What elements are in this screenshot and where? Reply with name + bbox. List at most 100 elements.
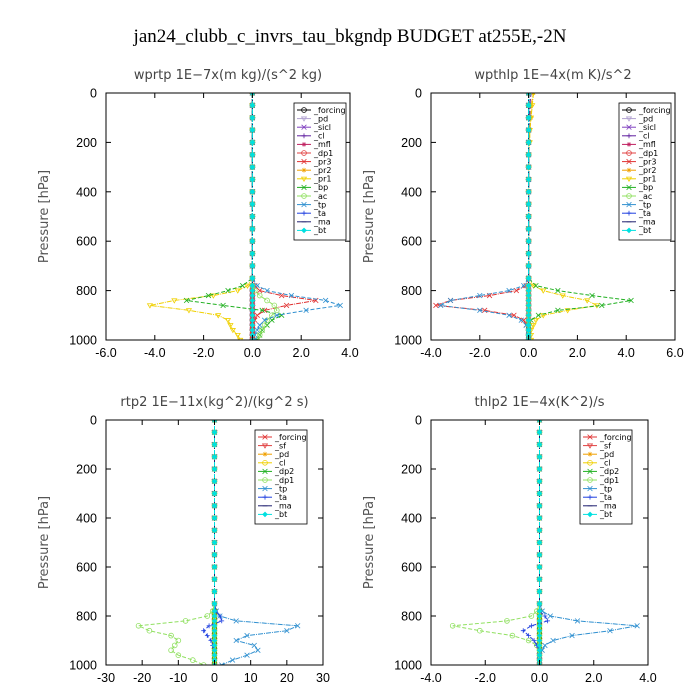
data-point bbox=[559, 293, 566, 299]
x-tick-label: 2.0 bbox=[585, 671, 602, 685]
x-tick-label: 0.0 bbox=[520, 346, 537, 360]
data-point bbox=[536, 564, 543, 570]
data-point bbox=[536, 576, 543, 583]
legend-label: _pd bbox=[274, 450, 289, 459]
data-point bbox=[528, 613, 535, 619]
plot-frame bbox=[105, 92, 351, 341]
panel-title: wprtp 1E−7x(m kg)/(s^2 kg) bbox=[134, 68, 322, 83]
legend-item: _pd bbox=[258, 450, 289, 459]
legend-item: _pr1 bbox=[297, 175, 331, 184]
legend-item: _dp1 bbox=[258, 476, 294, 485]
data-point bbox=[175, 652, 182, 658]
legend-label: _dp1 bbox=[599, 476, 619, 485]
legend-label: _dp2 bbox=[274, 467, 294, 476]
data-point bbox=[249, 263, 256, 269]
legend-label: _tp bbox=[313, 200, 326, 209]
legend-label: _forcing bbox=[599, 433, 632, 442]
data-point bbox=[284, 628, 290, 634]
data-point bbox=[447, 297, 454, 304]
data-point bbox=[211, 478, 218, 485]
data-point bbox=[256, 292, 263, 299]
legend-label: _bt bbox=[599, 510, 612, 519]
legend-label: _sicl bbox=[638, 123, 656, 132]
data-point bbox=[249, 127, 256, 133]
data-point bbox=[249, 93, 256, 96]
legend-item: _pd bbox=[297, 114, 328, 123]
legend-item: _bp bbox=[622, 183, 653, 192]
x-tick-label: 4.0 bbox=[618, 346, 635, 360]
legend: _forcing_pd_sicl_cl_mfl_dp1_pr3_pr2_pr1_… bbox=[293, 102, 347, 241]
data-point bbox=[171, 298, 178, 304]
data-point bbox=[146, 627, 153, 634]
legend-marker bbox=[587, 477, 593, 483]
data-point bbox=[569, 632, 575, 639]
data-point bbox=[249, 176, 256, 183]
legend-item: _pd bbox=[583, 450, 614, 459]
data-point bbox=[536, 662, 543, 665]
legend-item: _sicl bbox=[622, 123, 656, 132]
legend-item: _ma bbox=[583, 502, 617, 511]
plot-area bbox=[135, 420, 301, 665]
legend-marker bbox=[301, 210, 307, 216]
legend-marker bbox=[301, 124, 307, 130]
x-tick-label: -4.0 bbox=[420, 671, 442, 685]
data-point bbox=[249, 201, 256, 207]
legend-marker bbox=[587, 485, 593, 492]
legend-item: _pr3 bbox=[622, 157, 656, 166]
legend-item: _tp bbox=[622, 200, 651, 209]
data-point bbox=[227, 323, 234, 329]
data-point bbox=[525, 93, 532, 96]
x-tick-label: -2.0 bbox=[469, 346, 491, 360]
legend-marker bbox=[626, 142, 632, 147]
legend-label: _cl bbox=[274, 459, 286, 468]
legend-item: _bp bbox=[297, 183, 328, 192]
data-point bbox=[261, 322, 268, 328]
legend-label: _ma bbox=[313, 218, 331, 227]
x-tick-label: 20 bbox=[280, 671, 294, 685]
legend-label: _pd bbox=[638, 114, 653, 123]
legend-label: _ta bbox=[274, 493, 287, 502]
data-point bbox=[211, 600, 218, 607]
data-point bbox=[536, 453, 543, 460]
legend-item: _cl bbox=[622, 132, 650, 141]
data-point bbox=[257, 287, 263, 294]
x-tick-label: 2.0 bbox=[569, 346, 586, 360]
data-point bbox=[438, 302, 444, 309]
legend-label: _pd bbox=[313, 114, 328, 123]
y-tick-label: 0 bbox=[90, 87, 97, 101]
data-point bbox=[525, 164, 532, 170]
data-point bbox=[525, 151, 532, 158]
panel-title: thlp2 1E−4x(K^2)/s bbox=[475, 395, 605, 410]
data-point bbox=[249, 164, 256, 170]
x-tick-label: 4.0 bbox=[639, 671, 656, 685]
data-point bbox=[525, 139, 532, 146]
legend-label: _dp2 bbox=[599, 467, 619, 476]
legend-label: _pr2 bbox=[313, 166, 331, 175]
x-tick-label: 0.0 bbox=[531, 671, 548, 685]
legend-item: _ta bbox=[622, 209, 651, 218]
legend-label: _cl bbox=[638, 132, 650, 141]
legend-marker bbox=[587, 434, 593, 440]
legend-marker bbox=[301, 227, 307, 234]
legend-marker bbox=[300, 116, 308, 122]
legend-marker bbox=[262, 459, 268, 466]
data-point bbox=[205, 292, 212, 299]
data-point bbox=[234, 288, 241, 294]
legend-marker bbox=[301, 142, 307, 147]
legend-item: _ta bbox=[297, 209, 326, 218]
y-tick-label: 800 bbox=[76, 284, 97, 298]
x-tick-label: 0.0 bbox=[244, 346, 261, 360]
series-line-bp bbox=[528, 93, 632, 340]
data-point bbox=[220, 302, 226, 309]
data-point bbox=[525, 176, 532, 183]
legend-marker bbox=[626, 227, 632, 234]
data-point bbox=[574, 618, 581, 624]
data-point bbox=[234, 332, 241, 339]
y-tick-label: 800 bbox=[401, 284, 422, 298]
data-point bbox=[233, 637, 239, 644]
data-point bbox=[550, 637, 556, 644]
data-point bbox=[564, 308, 571, 314]
data-point bbox=[249, 139, 256, 146]
legend-label: _pd bbox=[599, 450, 614, 459]
